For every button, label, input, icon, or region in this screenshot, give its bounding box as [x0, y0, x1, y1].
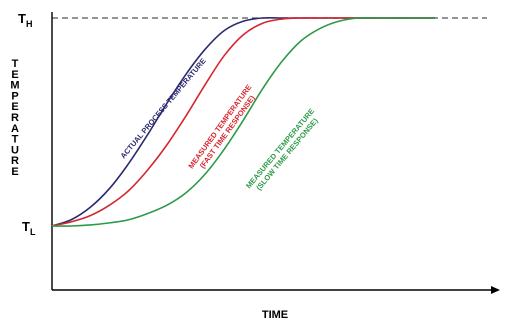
- curve-label-line: ACTUAL PROCESS TEMPERATURE: [118, 56, 207, 160]
- x-axis-arrowhead: [491, 286, 500, 294]
- tick-label-tl-sub: L: [30, 227, 36, 237]
- y-axis-label-letter: E: [11, 69, 18, 81]
- tick-label-th-sub: H: [26, 19, 33, 29]
- series-group: [51, 16, 435, 227]
- y-axis-label-letter: A: [11, 123, 19, 135]
- tick-label-tl-main: T: [22, 219, 30, 234]
- tick-label-tl: TL: [22, 219, 36, 237]
- tick-label-th: TH: [18, 11, 32, 29]
- y-axis-label-letter: T: [12, 134, 19, 146]
- y-axis-label-letter: E: [11, 101, 18, 113]
- curve-label-line: MEASURED TEMPERATURE: [244, 107, 316, 191]
- y-axis-label-letter: E: [11, 166, 18, 178]
- x-axis-label: TIME: [262, 309, 288, 321]
- actual-process-curve: [51, 16, 435, 227]
- y-axis-label-letter: R: [11, 155, 19, 167]
- y-axis-label-letter: T: [12, 58, 19, 70]
- curve-label-line: (SLOW TIME RESPONSE): [254, 116, 320, 192]
- actual-process-curve-label: ACTUAL PROCESS TEMPERATURE: [118, 56, 207, 160]
- slow-response-curve-label: MEASURED TEMPERATURE(SLOW TIME RESPONSE): [244, 107, 323, 196]
- curve-label-line: (FAST TIME RESPONSE): [198, 93, 257, 170]
- curve-label-line: MEASURED TEMPERATURE: [186, 83, 253, 170]
- y-axis-label: TEMPERATURE: [10, 58, 19, 178]
- fast-response-curve: [51, 17, 435, 227]
- y-axis-label-letter: R: [11, 112, 19, 124]
- y-axis-label-letter: P: [11, 90, 18, 102]
- y-axis-label-letter: M: [10, 80, 19, 92]
- tick-label-th-main: T: [18, 11, 26, 26]
- slow-response-curve: [51, 16, 435, 227]
- y-axis-label-letter: U: [11, 144, 19, 156]
